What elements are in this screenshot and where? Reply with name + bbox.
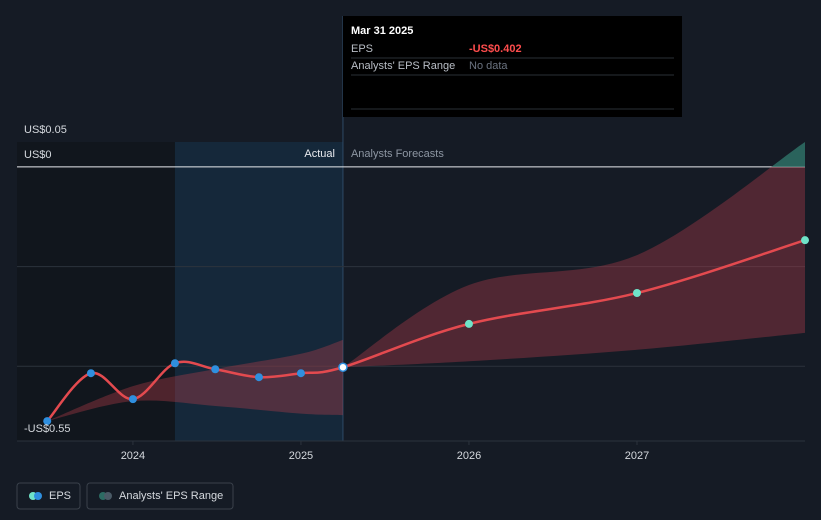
tooltip-value: -US$0.402	[469, 43, 522, 55]
range-area	[342, 166, 805, 368]
eps-point	[801, 236, 809, 245]
x-tick-label: 2027	[625, 450, 649, 462]
x-tick-label: 2026	[457, 450, 481, 462]
range-area	[47, 339, 343, 422]
y-tick-label: US$0	[24, 149, 52, 161]
eps-point	[170, 359, 179, 368]
y-tick-label: -US$0.55	[24, 423, 70, 435]
tooltip-key: EPS	[351, 43, 373, 55]
legend-swatch	[104, 492, 112, 500]
tooltip-key: Analysts' EPS Range	[351, 60, 455, 72]
legend-swatch	[34, 492, 42, 500]
eps-point	[254, 373, 263, 382]
eps-point	[464, 319, 473, 328]
legend-label: EPS	[49, 490, 71, 502]
eps-point	[296, 369, 305, 378]
y-tick-label: US$0.05	[24, 124, 67, 136]
eps-point	[632, 288, 641, 297]
actual-label: Actual	[304, 148, 335, 160]
tooltip-value: No data	[469, 60, 508, 72]
eps-point	[211, 365, 220, 374]
forecast-label: Analysts Forecasts	[351, 148, 444, 160]
legend-item[interactable]	[16, 482, 81, 510]
eps-point	[128, 395, 137, 404]
x-tick-label: 2024	[121, 450, 145, 462]
x-tick-label: 2025	[289, 450, 313, 462]
actual-highlight	[174, 142, 343, 441]
eps-point	[338, 362, 348, 372]
legend-item[interactable]	[86, 482, 234, 510]
past-shade	[17, 142, 175, 441]
legend-label: Analysts' EPS Range	[119, 490, 223, 502]
tooltip	[343, 16, 682, 117]
eps-point	[43, 417, 52, 426]
range-area-upper	[771, 142, 805, 167]
eps-point	[86, 369, 95, 378]
tooltip-date: Mar 31 2025	[351, 25, 413, 37]
